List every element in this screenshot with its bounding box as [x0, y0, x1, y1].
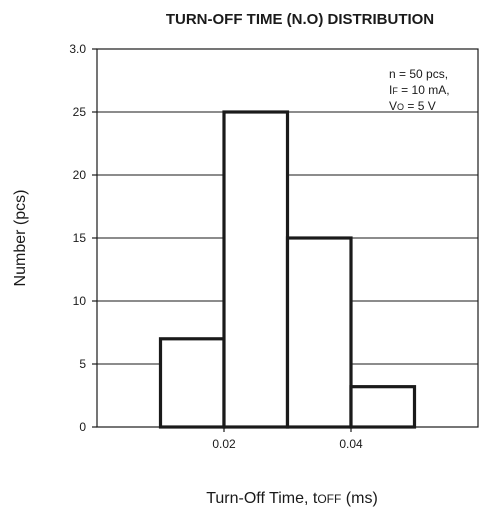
y-tick-label-2: 10	[73, 294, 87, 308]
bar-3	[285, 236, 353, 429]
y-tick-label-6: 3.0	[69, 42, 86, 56]
annotation-line-1: n = 50 pcs,	[389, 67, 448, 81]
annotation-line-2: IF = 10 mA,	[389, 83, 450, 97]
x-axis-label-unit: (ms)	[341, 490, 377, 507]
y-tick-label-0: 0	[79, 420, 86, 434]
annotation-line-3: VO = 5 V	[389, 99, 436, 113]
y-tick-label-3: 15	[73, 231, 87, 245]
y-tick-label-5: 25	[73, 105, 87, 119]
x-axis-label-main: Turn-Off Time, t	[206, 490, 318, 507]
condition-annotation: n = 50 pcs, IF = 10 mA, VO = 5 V	[389, 67, 450, 113]
y-axis-label: Number (pcs)	[12, 190, 29, 287]
x-axis-label: Turn-Off Time, tOFF (ms)	[206, 490, 378, 507]
y-tick-label-4: 20	[73, 168, 87, 182]
x-axis-label-sub: OFF	[317, 492, 341, 506]
x-axis-ticks: 0.02 0.04	[212, 427, 363, 451]
x-tick-label-0: 0.02	[212, 437, 236, 451]
bars	[158, 110, 417, 429]
y-axis-ticks: 0 5 10 15 20 25 3.0	[69, 42, 97, 434]
y-tick-label-1: 5	[79, 357, 86, 371]
chart-title: TURN-OFF TIME (N.O) DISTRIBUTION	[166, 11, 434, 28]
bar-4	[349, 385, 417, 429]
bar-2	[222, 110, 290, 429]
x-tick-label-1: 0.04	[339, 437, 363, 451]
bar-1	[158, 337, 226, 429]
